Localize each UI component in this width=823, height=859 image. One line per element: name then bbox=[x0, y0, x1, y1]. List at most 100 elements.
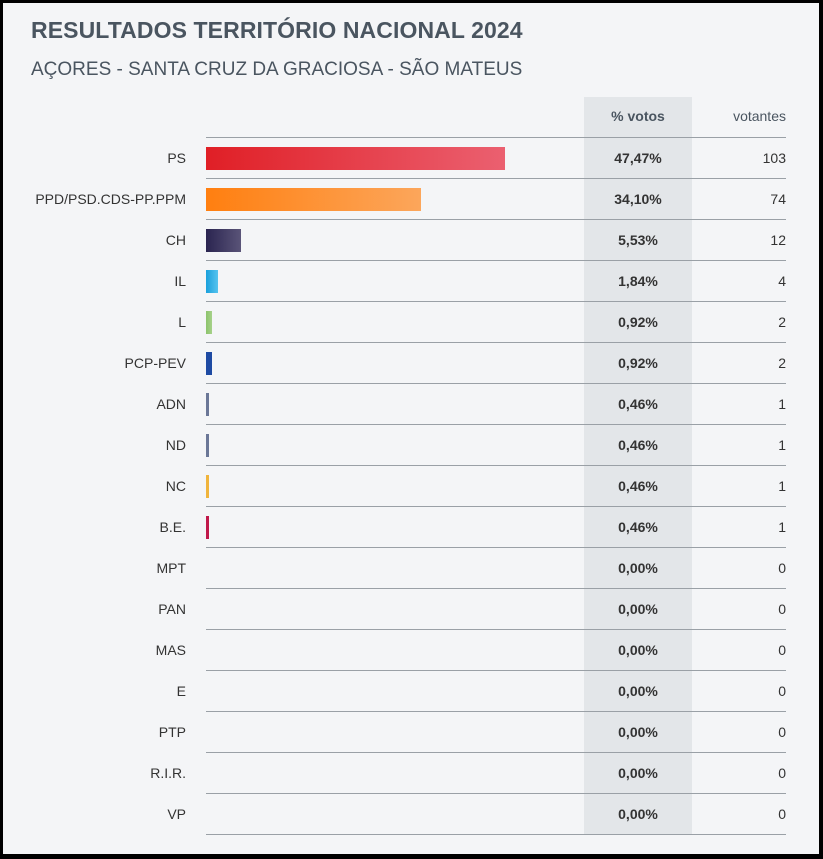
row-divider bbox=[206, 793, 786, 794]
voters-value: 4 bbox=[778, 273, 786, 289]
page-title: RESULTADOS TERRITÓRIO NACIONAL 2024 bbox=[31, 17, 523, 43]
voters-value: 1 bbox=[778, 478, 786, 494]
vote-bar bbox=[206, 311, 212, 334]
vote-bar bbox=[206, 229, 241, 252]
row-divider bbox=[206, 588, 786, 589]
row-divider bbox=[206, 424, 786, 425]
party-label: VP bbox=[167, 806, 186, 822]
vote-bar bbox=[206, 516, 209, 539]
result-row: E 0,00% 0 bbox=[3, 671, 819, 712]
result-row: B.E. 0,46% 1 bbox=[3, 507, 819, 548]
voters-value: 74 bbox=[770, 191, 786, 207]
party-label: NC bbox=[165, 478, 186, 494]
row-divider bbox=[206, 260, 786, 261]
party-label: PPD/PSD.CDS-PP.PPM bbox=[35, 191, 186, 207]
vote-bar bbox=[206, 434, 209, 457]
pct-value: 0,00% bbox=[618, 806, 658, 822]
result-row: NC 0,46% 1 bbox=[3, 466, 819, 507]
party-label: IL bbox=[174, 273, 186, 289]
voters-value: 0 bbox=[778, 642, 786, 658]
row-divider bbox=[206, 506, 786, 507]
voters-value: 2 bbox=[778, 355, 786, 371]
party-label: PTP bbox=[158, 724, 186, 740]
pct-votes-header: % votos bbox=[611, 108, 665, 124]
row-divider bbox=[206, 629, 786, 630]
vote-bar bbox=[206, 188, 421, 211]
pct-value: 5,53% bbox=[618, 232, 658, 248]
location-subtitle: AÇORES - SANTA CRUZ DA GRACIOSA - SÃO MA… bbox=[31, 59, 523, 80]
voters-value: 1 bbox=[778, 396, 786, 412]
party-label: R.I.R. bbox=[150, 765, 186, 781]
row-divider bbox=[206, 342, 786, 343]
header-divider bbox=[206, 137, 786, 138]
voters-value: 1 bbox=[778, 519, 786, 535]
row-divider bbox=[206, 219, 786, 220]
results-rows: PS 47,47% 103 PPD/PSD.CDS-PP.PPM 34,10% 74 CH 5… bbox=[3, 138, 819, 835]
pct-value: 0,46% bbox=[618, 396, 658, 412]
vote-bar bbox=[206, 475, 209, 498]
result-row: ND 0,46% 1 bbox=[3, 425, 819, 466]
result-row: PS 47,47% 103 bbox=[3, 138, 819, 179]
voters-value: 1 bbox=[778, 437, 786, 453]
result-row: VP 0,00% 0 bbox=[3, 794, 819, 835]
pct-value: 0,92% bbox=[618, 355, 658, 371]
voters-header: votantes bbox=[733, 108, 786, 124]
party-label: PS bbox=[167, 150, 186, 166]
voters-value: 12 bbox=[770, 232, 786, 248]
voters-value: 0 bbox=[778, 724, 786, 740]
pct-value: 0,92% bbox=[618, 314, 658, 330]
voters-value: 103 bbox=[762, 150, 786, 166]
pct-value: 0,46% bbox=[618, 519, 658, 535]
voters-value: 0 bbox=[778, 560, 786, 576]
row-divider bbox=[206, 670, 786, 671]
party-label: E bbox=[176, 683, 186, 699]
pct-value: 0,00% bbox=[618, 765, 658, 781]
party-label: PAN bbox=[158, 601, 186, 617]
row-divider bbox=[206, 752, 786, 753]
result-row: ADN 0,46% 1 bbox=[3, 384, 819, 425]
pct-value: 0,00% bbox=[618, 560, 658, 576]
vote-bar bbox=[206, 393, 209, 416]
party-label: ND bbox=[165, 437, 186, 453]
row-divider bbox=[206, 711, 786, 712]
row-divider bbox=[206, 178, 786, 179]
voters-value: 0 bbox=[778, 765, 786, 781]
results-panel: RESULTADOS TERRITÓRIO NACIONAL 2024 AÇOR… bbox=[3, 3, 819, 854]
row-divider bbox=[206, 383, 786, 384]
result-row: PPD/PSD.CDS-PP.PPM 34,10% 74 bbox=[3, 179, 819, 220]
party-label: L bbox=[178, 314, 186, 330]
pct-value: 0,46% bbox=[618, 437, 658, 453]
party-label: PCP-PEV bbox=[124, 355, 186, 371]
party-label: CH bbox=[165, 232, 186, 248]
result-row: CH 5,53% 12 bbox=[3, 220, 819, 261]
vote-bar bbox=[206, 352, 212, 375]
pct-value: 0,46% bbox=[618, 478, 658, 494]
party-label: ADN bbox=[156, 396, 186, 412]
result-row: R.I.R. 0,00% 0 bbox=[3, 753, 819, 794]
vote-bar bbox=[206, 147, 505, 170]
party-label: B.E. bbox=[159, 519, 186, 535]
voters-value: 2 bbox=[778, 314, 786, 330]
result-row: MAS 0,00% 0 bbox=[3, 630, 819, 671]
result-row: PTP 0,00% 0 bbox=[3, 712, 819, 753]
party-label: MPT bbox=[156, 560, 186, 576]
pct-value: 34,10% bbox=[614, 191, 662, 207]
row-divider bbox=[206, 465, 786, 466]
voters-value: 0 bbox=[778, 683, 786, 699]
pct-value: 47,47% bbox=[614, 150, 662, 166]
pct-value: 0,00% bbox=[618, 724, 658, 740]
result-row: PCP-PEV 0,92% 2 bbox=[3, 343, 819, 384]
voters-value: 0 bbox=[778, 601, 786, 617]
party-label: MAS bbox=[155, 642, 186, 658]
result-row: L 0,92% 2 bbox=[3, 302, 819, 343]
result-row: IL 1,84% 4 bbox=[3, 261, 819, 302]
row-divider bbox=[206, 301, 786, 302]
result-row: MPT 0,00% 0 bbox=[3, 548, 819, 589]
vote-bar bbox=[206, 270, 218, 293]
pct-value: 0,00% bbox=[618, 601, 658, 617]
result-row: PAN 0,00% 0 bbox=[3, 589, 819, 630]
voters-value: 0 bbox=[778, 806, 786, 822]
pct-value: 1,84% bbox=[618, 273, 658, 289]
pct-value: 0,00% bbox=[618, 642, 658, 658]
row-divider bbox=[206, 547, 786, 548]
